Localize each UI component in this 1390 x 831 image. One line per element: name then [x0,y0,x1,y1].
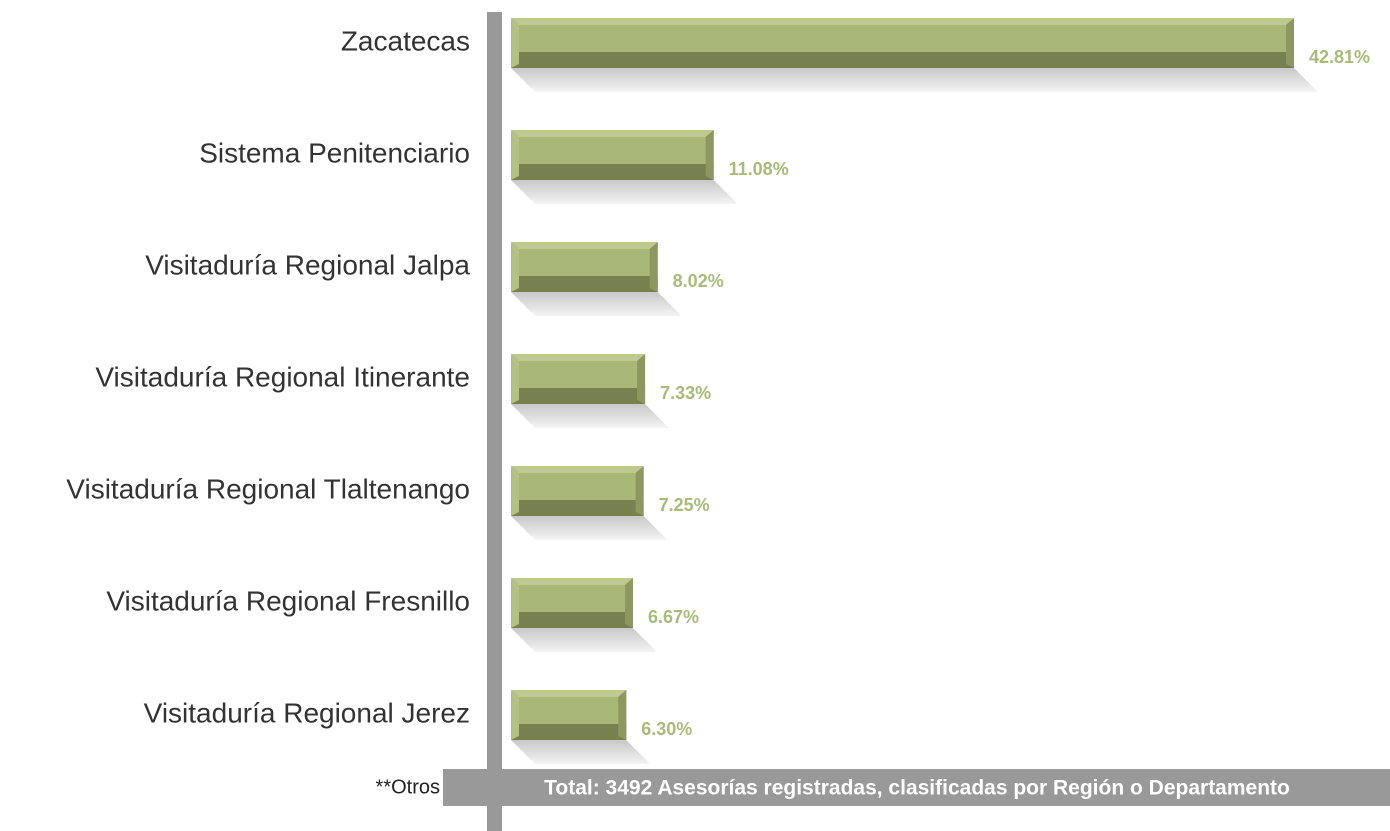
bar-bottom [511,724,627,740]
bevel [511,690,627,697]
category-label: Visitaduría Regional Itinerante [95,361,470,392]
bar-shadow [511,180,738,204]
bevel [511,242,519,292]
bar-shadow [511,628,657,652]
category-label: Sistema Penitenciario [199,137,470,168]
category-label: Visitaduría Regional Jerez [144,697,470,728]
axis-bar [487,12,502,831]
footer: Total: 3492 Asesorías registradas, clasi… [544,777,1290,800]
bar-bottom [511,276,658,292]
bar-shadow [511,740,651,764]
value-label: 7.33% [660,383,711,403]
bar-bottom [511,612,633,628]
bevel [511,354,646,361]
bevel [511,242,658,249]
bevel [511,466,519,516]
footer-band [443,769,1390,806]
bevel [511,354,519,404]
value-label: 8.02% [673,271,724,291]
bevel [511,578,519,628]
category-label: Visitaduría Regional Jalpa [145,249,470,280]
bevel [624,578,633,628]
bar-shadow [511,516,668,540]
value-label: 7.25% [659,495,710,515]
bar-shadow [511,68,1318,92]
value-label: 6.30% [641,719,692,739]
value-label: 42.81% [1309,47,1370,67]
bar-shadow [511,404,670,428]
bevel [1285,18,1294,68]
bevel [635,466,644,516]
bevel [637,354,646,404]
bevel [705,130,714,180]
bevel [511,130,519,180]
bevel [511,466,644,473]
category-label: Zacatecas [341,25,470,56]
bar-bottom [511,164,714,180]
bar-shadow [511,292,682,316]
bar-bottom [511,388,646,404]
category-label: Visitaduría Regional Fresnillo [106,585,470,616]
value-label: 6.67% [648,607,699,627]
value-label: 11.08% [729,159,789,179]
bevel [511,578,633,585]
bevel [511,690,519,740]
bevel [649,242,658,292]
bar-bottom [511,500,644,516]
bar-bottom [511,52,1294,68]
bevel [511,130,714,137]
note: **Otros [376,776,440,798]
bevel [511,18,519,68]
bevel [511,18,1294,25]
category-label: Visitaduría Regional Tlaltenango [66,473,470,504]
bevel [618,690,627,740]
